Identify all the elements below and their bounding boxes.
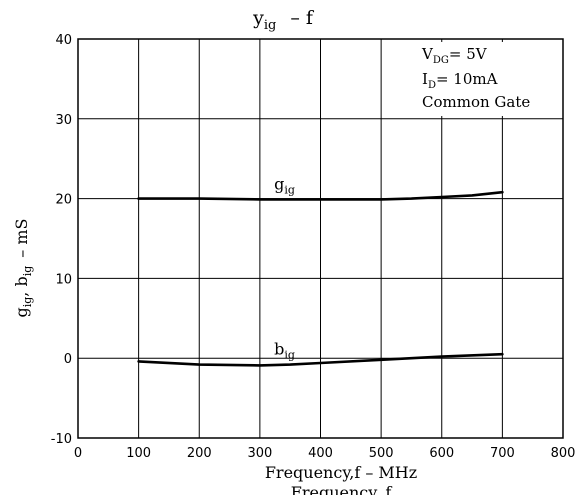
- y-tick-label: 10: [55, 272, 72, 287]
- condition-box: VDG= 5V ID= 10mA Common Gate: [418, 42, 560, 116]
- condition-line-config: Common Gate: [422, 93, 530, 111]
- y-tick-label: -10: [51, 432, 72, 447]
- footer-text: Frequency, f: [291, 483, 393, 495]
- series-label-gig: gig: [274, 174, 295, 196]
- x-tick-label: 700: [490, 446, 515, 461]
- y-tick-label: 20: [55, 193, 72, 208]
- x-tick-label: 600: [429, 446, 454, 461]
- series-lines: [137, 190, 504, 367]
- y-tick-label: 30: [55, 113, 72, 128]
- y-tick-label: 40: [55, 33, 72, 48]
- condition-box-bg: [418, 42, 560, 116]
- x-tick-label: 300: [247, 446, 272, 461]
- title-main: y: [252, 7, 264, 29]
- ylabel-g: g: [12, 307, 31, 317]
- series-line-big: [137, 352, 504, 367]
- x-tick-label: 400: [308, 446, 333, 461]
- plot-frame: [77, 38, 564, 439]
- series-line-gig: [137, 190, 504, 201]
- chart-title: yig – f: [252, 7, 315, 33]
- x-tick-label: 200: [187, 446, 212, 461]
- condition-line-id: ID= 10mA: [422, 70, 498, 91]
- x-tick-label: 500: [369, 446, 394, 461]
- ylabel-g-sub: ig: [21, 297, 34, 308]
- title-subscript: ig: [264, 18, 276, 33]
- ylabel-sep: ,: [12, 287, 31, 297]
- x-tick-label: 800: [551, 446, 576, 461]
- ylabel-b: b: [12, 276, 31, 286]
- condition-line-vdg: VDG= 5V: [421, 45, 488, 66]
- series-label-big: big: [274, 340, 295, 362]
- x-tick-label: 0: [74, 446, 82, 461]
- x-axis-label: Frequency,f – MHz: [265, 463, 417, 482]
- y-tick-label: 0: [64, 352, 72, 367]
- title-rest: – f: [290, 7, 315, 29]
- series-labels: gig big: [274, 174, 295, 361]
- x-tick-label: 100: [126, 446, 151, 461]
- y-axis-label: gig, big– mS: [12, 218, 34, 317]
- ylabel-units: – mS: [12, 218, 31, 257]
- ylabel-b-sub: ig: [21, 266, 34, 277]
